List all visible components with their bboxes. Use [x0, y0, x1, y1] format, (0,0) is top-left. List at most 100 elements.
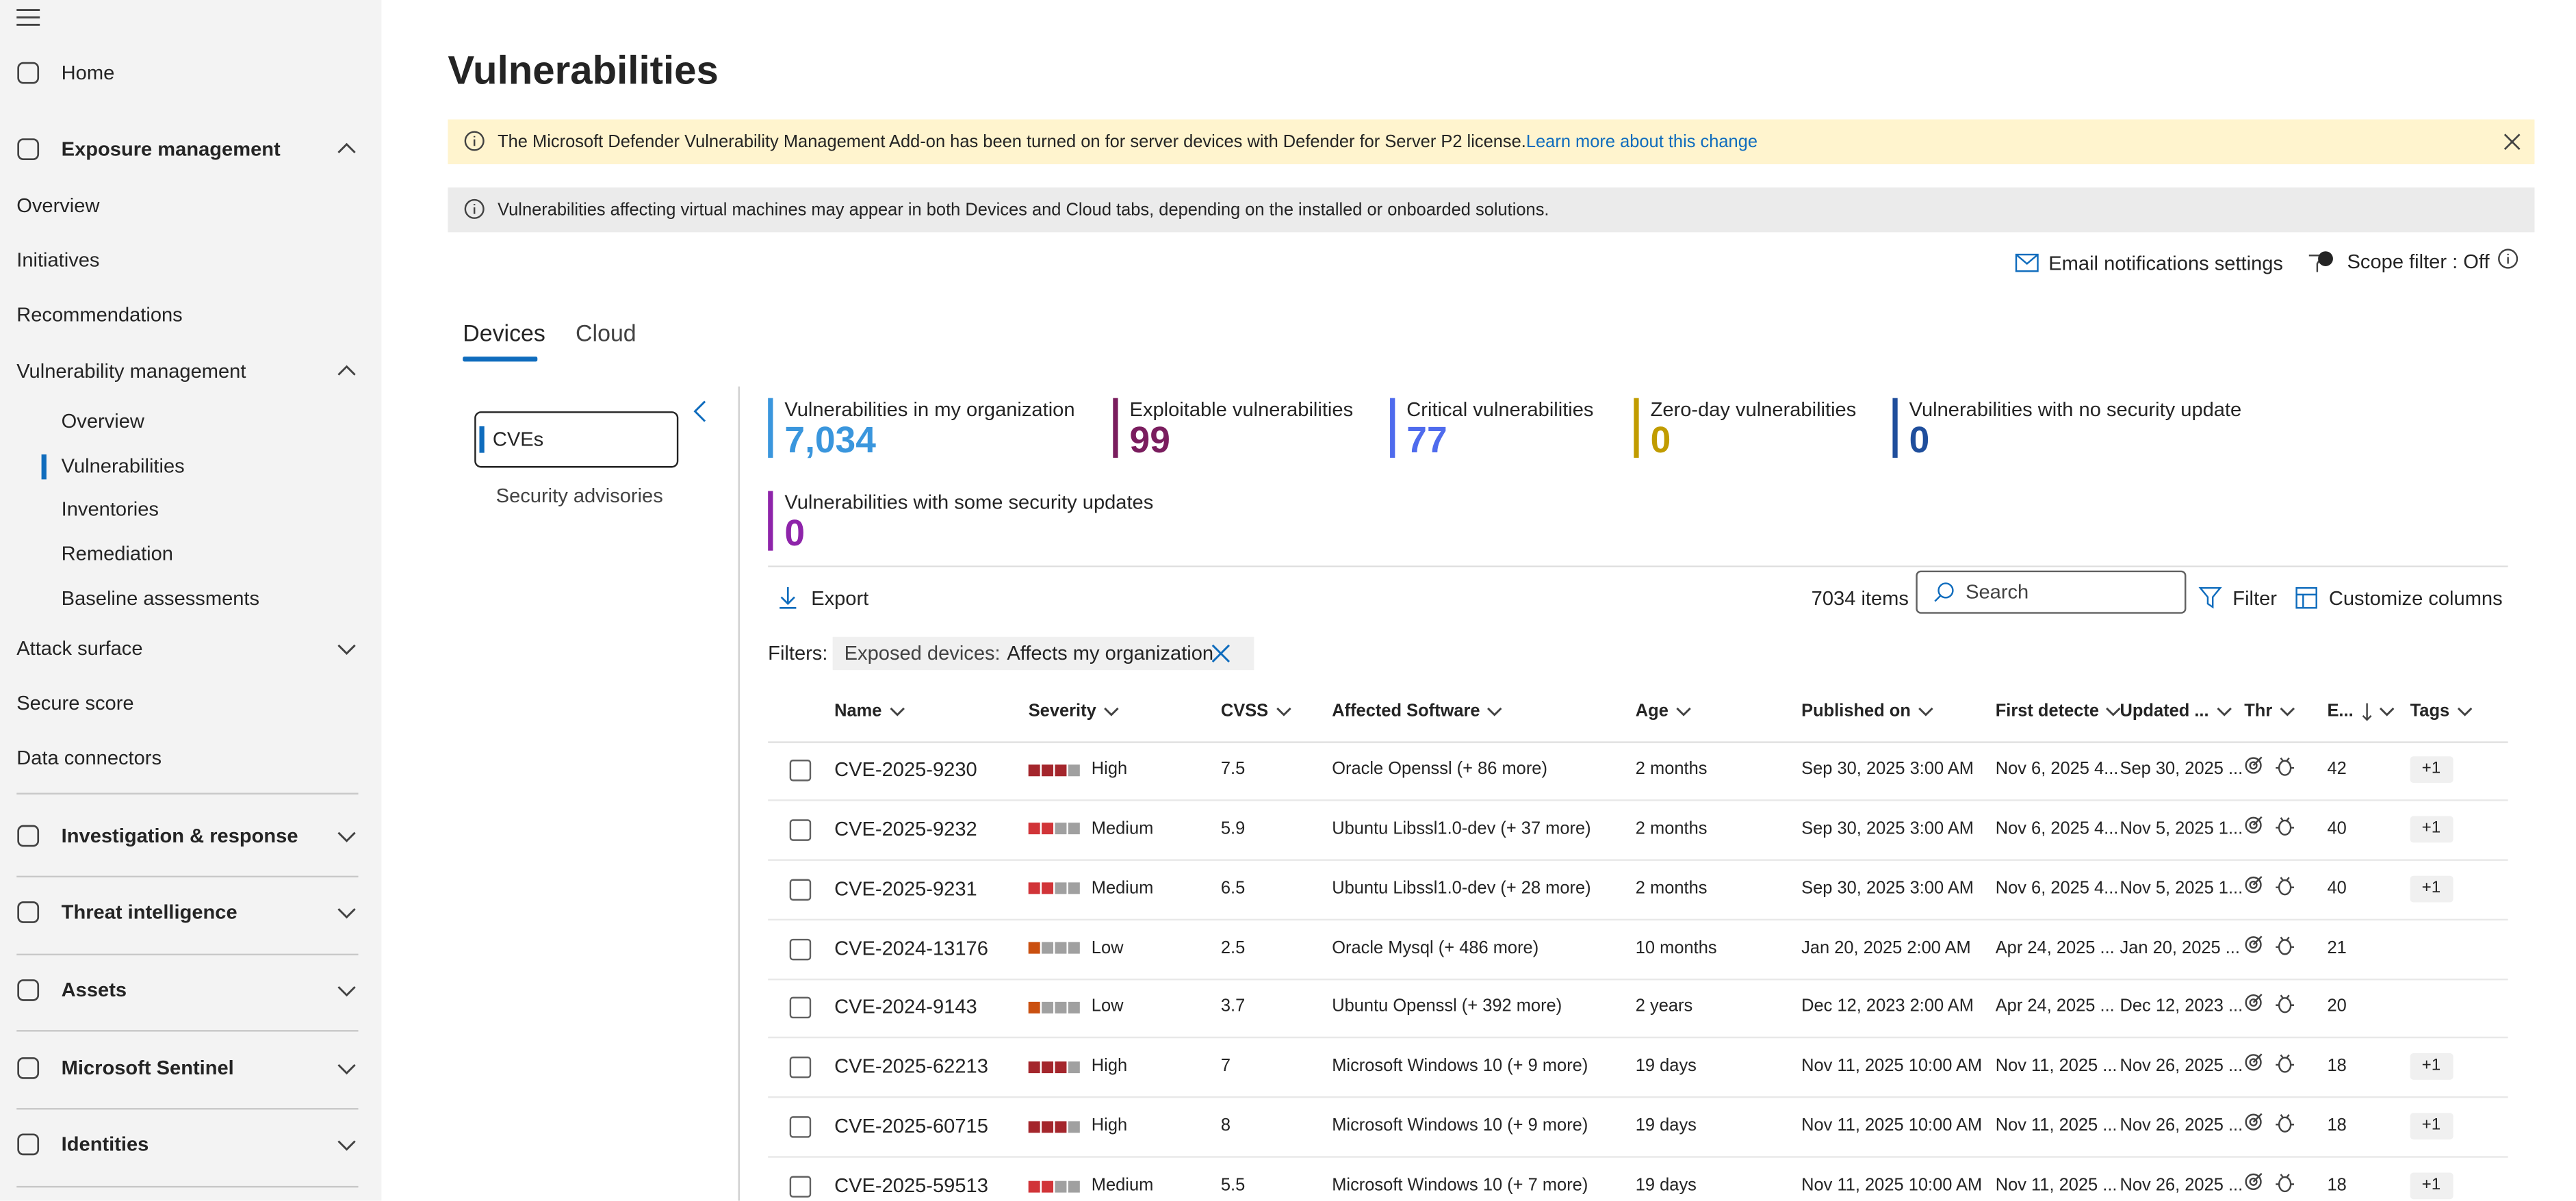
first-detected: Nov 11, 2025 ... — [1995, 1115, 2117, 1136]
nav-item[interactable]: Exposure management — [61, 137, 281, 161]
card-value: 7,034 — [784, 419, 876, 461]
column-header[interactable]: Updated ... — [2120, 701, 2209, 721]
nav-item[interactable]: Remediation — [61, 542, 173, 566]
row-line — [768, 799, 2508, 801]
divider — [768, 565, 2508, 567]
nav-item[interactable]: Baseline assessments — [61, 586, 260, 610]
severity-square — [1028, 1061, 1040, 1073]
nav-item[interactable]: Vulnerability management — [16, 359, 246, 383]
header-line — [768, 741, 2508, 743]
row-checkbox[interactable] — [789, 997, 812, 1020]
nav-item[interactable]: Secure score — [16, 691, 134, 715]
published-on: Sep 30, 2025 3:00 AM — [1801, 818, 1974, 839]
affected-software: Oracle Mysql (+ 486 more) — [1332, 938, 1539, 958]
sidebar — [0, 0, 382, 1201]
row-checkbox[interactable] — [789, 938, 812, 960]
cve-name[interactable]: CVE-2024-13176 — [834, 935, 988, 959]
cve-name[interactable]: CVE-2025-59513 — [834, 1174, 988, 1198]
scope-filter[interactable]: Scope filter : Off — [2347, 250, 2490, 274]
threat-icon — [2276, 1114, 2294, 1133]
updated-on: Dec 12, 2023 ... — [2120, 996, 2243, 1018]
first-detected: Apr 24, 2025 ... — [1995, 938, 2115, 958]
severity-square — [1068, 764, 1080, 776]
info-text: Vulnerabilities affecting virtual machin… — [498, 200, 1549, 220]
column-header[interactable]: Affected Software — [1332, 701, 1480, 721]
column-header[interactable]: Thr — [2244, 701, 2273, 721]
severity-square — [1055, 1120, 1067, 1133]
row-checkbox[interactable] — [789, 878, 812, 901]
threat-icon — [2245, 875, 2263, 893]
card-label: Vulnerabilities with some security updat… — [784, 490, 1154, 514]
nav-item[interactable]: Identities — [61, 1132, 149, 1156]
threat-icon — [2276, 1174, 2294, 1193]
banner-link[interactable]: Learn more about this change — [1525, 132, 1758, 153]
email-settings[interactable]: Email notifications settings — [2048, 251, 2283, 275]
severity-square — [1028, 823, 1040, 835]
cve-name[interactable]: CVE-2025-62213 — [834, 1055, 988, 1079]
nav-tab[interactable]: Security advisories — [495, 484, 663, 508]
chevron — [1103, 707, 1119, 716]
row-checkbox[interactable] — [789, 818, 812, 841]
row-line — [768, 1037, 2508, 1039]
nav-item[interactable]: Initiatives — [16, 248, 100, 272]
column-header[interactable]: CVSS — [1220, 701, 1269, 721]
column-header[interactable]: First detecte — [1995, 701, 2100, 721]
column-header[interactable]: E... — [2327, 701, 2354, 721]
row-checkbox[interactable] — [789, 1057, 812, 1079]
nav-item[interactable]: Microsoft Sentinel — [61, 1056, 234, 1080]
nav-item[interactable]: Attack surface — [16, 636, 143, 660]
column-header[interactable]: Severity — [1028, 701, 1096, 721]
cve-name[interactable]: CVE-2025-60715 — [834, 1114, 988, 1138]
filter-button[interactable]: Filter — [2232, 586, 2277, 610]
severity-square — [1028, 882, 1040, 894]
age: 2 months — [1635, 759, 1708, 779]
cve-name[interactable]: CVE-2025-9232 — [834, 817, 977, 841]
filter-chip[interactable] — [832, 636, 1254, 671]
columns-icon — [2295, 586, 2317, 609]
severity-square — [1042, 1120, 1054, 1133]
nav-item[interactable]: Overview — [61, 409, 144, 433]
export-button[interactable]: Export — [811, 586, 869, 610]
threat-icon — [2245, 756, 2263, 774]
customize-columns[interactable]: Customize columns — [2328, 586, 2503, 610]
nav-item[interactable]: Assets — [61, 978, 127, 1002]
column-header[interactable]: Tags — [2410, 701, 2450, 721]
nav-item[interactable]: Home — [61, 61, 115, 85]
nav-item[interactable]: Overview — [16, 194, 100, 218]
nav-indicator — [479, 426, 484, 453]
banner-text: The Microsoft Defender Vulnerability Man… — [498, 132, 1526, 153]
scope-icon — [2308, 251, 2333, 272]
nav-tab[interactable]: CVEs — [492, 427, 544, 451]
exposed-devices: 18 — [2327, 1175, 2347, 1196]
tab[interactable]: Devices — [463, 319, 545, 346]
card-accent — [1390, 398, 1395, 458]
nav-item[interactable]: Vulnerabilities — [61, 454, 185, 478]
nav-icon — [17, 62, 40, 84]
updated-on: Nov 26, 2025 ... — [2120, 1175, 2243, 1196]
nav-item[interactable]: Inventories — [61, 497, 159, 521]
row-checkbox[interactable] — [789, 1116, 812, 1139]
severity-square — [1042, 942, 1054, 954]
row-checkbox[interactable] — [789, 760, 812, 782]
severity-square — [1042, 823, 1054, 835]
card-value: 99 — [1129, 419, 1170, 461]
nav-item[interactable]: Threat intelligence — [61, 900, 237, 924]
nav-item[interactable]: Investigation & response — [61, 824, 298, 848]
column-header[interactable]: Name — [834, 701, 882, 721]
tab[interactable]: Cloud — [576, 319, 636, 346]
cve-name[interactable]: CVE-2024-9143 — [834, 995, 977, 1019]
column-header[interactable]: Published on — [1801, 701, 1911, 721]
cve-name[interactable]: CVE-2025-9231 — [834, 876, 977, 900]
search-box[interactable] — [1916, 570, 2187, 614]
column-header[interactable]: Age — [1635, 701, 1669, 721]
cvss: 2.5 — [1220, 938, 1246, 958]
nav-item[interactable]: Recommendations — [16, 303, 183, 326]
chip-value: Affects my organization — [1007, 641, 1214, 665]
published-on: Sep 30, 2025 3:00 AM — [1801, 878, 1974, 899]
row-checkbox[interactable] — [789, 1176, 812, 1198]
nav-box[interactable] — [474, 411, 679, 468]
cve-name[interactable]: CVE-2025-9230 — [834, 758, 977, 782]
nav-item[interactable]: Data connectors — [16, 746, 162, 770]
chevron — [889, 707, 904, 716]
cvss: 3.7 — [1220, 996, 1246, 1018]
